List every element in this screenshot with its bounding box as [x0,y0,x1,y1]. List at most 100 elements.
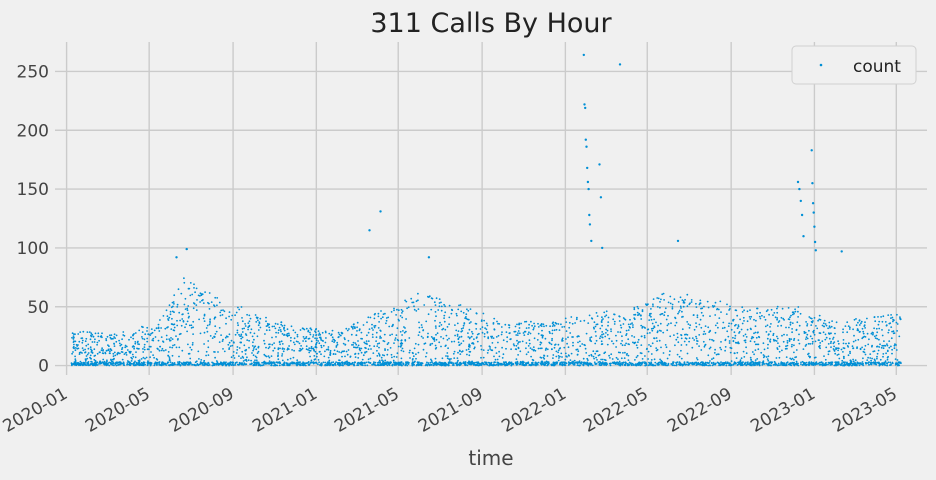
data-point [449,361,451,364]
data-point [644,327,646,329]
data-point [778,356,781,359]
data-point [636,305,639,308]
data-point [595,312,598,314]
data-point [485,361,488,364]
data-point [391,356,393,359]
data-point [457,338,460,341]
data-point [754,343,757,346]
data-point [701,307,704,310]
data-point [412,355,415,358]
data-point [495,364,497,366]
data-point [420,324,423,326]
data-point [330,334,332,337]
data-point [576,362,579,365]
data-point [73,347,75,349]
data-point [663,299,665,301]
data-point [681,328,684,331]
data-point [736,351,739,354]
data-point [498,355,501,358]
data-point [299,349,302,352]
data-point [240,357,242,359]
data-point [353,346,355,349]
data-point [360,331,363,334]
data-point [199,292,202,295]
data-point [346,353,349,356]
data-point [94,332,97,335]
data-point [438,298,441,300]
data-point [310,361,312,364]
data-point [544,361,547,364]
data-point [891,348,893,351]
data-point [498,350,500,353]
data-point [455,329,458,332]
data-point [857,338,860,341]
data-point [328,361,330,364]
data-point [806,324,808,327]
data-point [403,331,406,334]
data-point [175,256,178,259]
data-point [276,323,279,325]
data-point [441,361,443,364]
data-point [629,362,632,365]
data-point [605,310,608,313]
data-point [209,335,212,337]
data-point [170,364,173,366]
data-point [543,363,545,366]
data-point [113,351,116,354]
data-point [172,323,175,326]
data-point [576,361,579,363]
data-point [314,331,317,334]
data-point [656,340,658,342]
data-point [700,311,703,314]
data-point [345,350,348,353]
data-point [468,346,471,348]
data-point [122,334,125,336]
data-point [105,338,107,340]
data-point [299,329,302,331]
data-point [346,360,348,363]
data-point [577,341,579,344]
data-point [84,340,87,343]
data-point [627,338,630,341]
data-point [243,327,246,330]
data-point [876,355,878,358]
data-point [786,340,789,342]
data-point [746,320,749,323]
data-point [573,362,576,365]
data-point [144,357,146,360]
data-point [130,336,132,339]
data-point [447,347,449,350]
data-point [586,180,590,184]
data-point [896,323,899,325]
data-point [606,363,609,365]
data-point [803,332,806,334]
data-point [401,347,404,350]
data-point [486,363,489,366]
data-point [278,361,281,364]
data-point [283,328,285,330]
data-point [594,342,597,345]
data-point [688,303,691,306]
data-point [842,361,845,363]
data-point [470,335,473,338]
data-point [595,335,597,337]
data-point [563,325,566,328]
data-point [383,364,385,366]
data-point [603,363,606,366]
data-point [194,364,197,366]
data-point [684,333,686,336]
data-point [171,354,174,357]
data-point [682,305,685,308]
data-point [567,361,570,363]
data-point [287,362,289,365]
data-point [622,352,624,354]
data-point [177,338,179,340]
data-point [194,361,197,364]
data-point [578,335,580,338]
data-point [650,359,653,361]
data-point [186,330,189,333]
data-point [74,333,76,336]
data-point [76,363,79,365]
data-point [443,363,445,365]
data-point [703,345,706,348]
